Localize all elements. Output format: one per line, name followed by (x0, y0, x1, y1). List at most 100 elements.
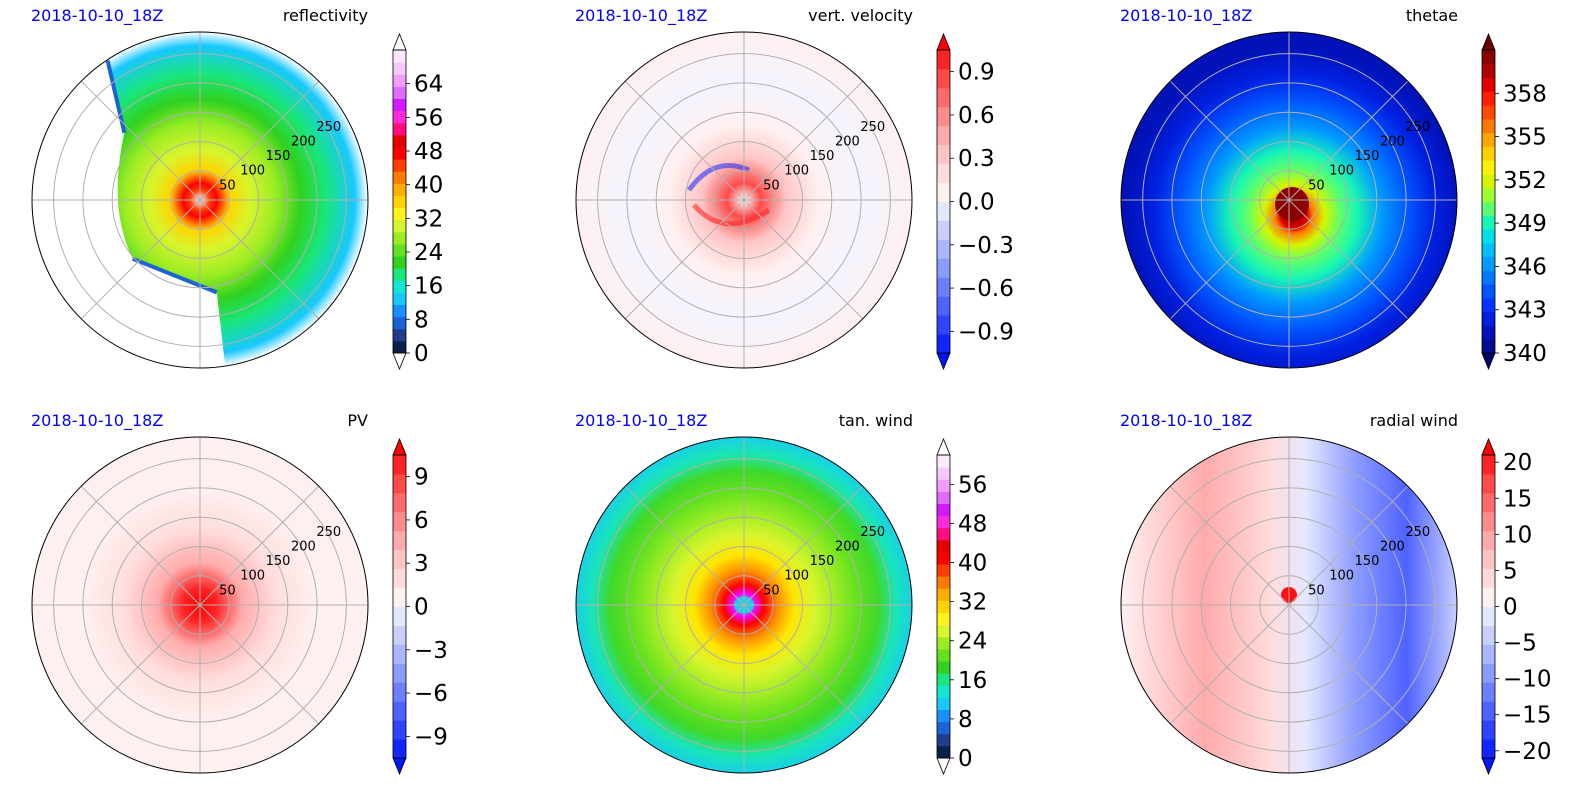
colorbar-segment (1482, 739, 1495, 759)
ring-label: 100 (784, 569, 809, 584)
panel-field-title: tan. wind (839, 411, 913, 430)
colorbar-segment (937, 334, 950, 354)
colorbar-tick-label: 15 (1503, 486, 1532, 512)
colorbar-tick-label: 3 (414, 551, 429, 577)
colorbar-tick-label: 0 (1503, 595, 1518, 621)
colorbar-segment (393, 473, 406, 494)
colorbar-segment (937, 624, 950, 638)
colorbar-segment (937, 648, 950, 662)
colorbar-segment (393, 455, 406, 475)
azimuth-spoke (1288, 199, 1409, 320)
azimuth-spoke (624, 199, 745, 320)
colorbar-tick-label: 0 (958, 746, 973, 772)
colorbar-segment (937, 503, 950, 517)
colorbar-segment (393, 183, 406, 196)
colorbar-segment (393, 243, 406, 257)
colorbar-segment (393, 568, 406, 589)
colorbar-segment (937, 491, 950, 504)
ring-label: 200 (1380, 539, 1405, 554)
colorbar-tick-label: 352 (1503, 168, 1547, 194)
colorbar-segment (937, 479, 950, 492)
colorbar: −0.9 −0.6 −0.3 0.0 0.3 0.6 0.9 (936, 32, 1014, 371)
colorbar-segment (1482, 91, 1495, 106)
colorbar: 0 8 16 24 32 40 48 56 64 (392, 32, 443, 371)
colorbar-segment (1482, 132, 1495, 147)
colorbar-tick-label: 40 (414, 173, 443, 199)
colorbar-frame (936, 454, 951, 759)
colorbar-segment (393, 606, 406, 626)
colorbar-segment (393, 701, 406, 721)
downdraft-band (686, 163, 750, 192)
colorbar-extend-low (392, 352, 407, 371)
colorbar-segment (937, 612, 950, 626)
colorbar-segment (1482, 339, 1495, 354)
panel-field-title: vert. velocity (808, 6, 913, 25)
colorbar-segment (1482, 663, 1495, 683)
colorbar-tick-label: −0.6 (958, 276, 1014, 302)
colorbar-segment (937, 258, 950, 278)
colorbar-segment (937, 68, 950, 89)
colorbar-segment (937, 125, 950, 146)
azimuth-spoke (624, 485, 745, 606)
colorbar-tick-label: 8 (958, 707, 973, 733)
colorbar: −20 −15 −10 −5 0 5 10 15 20 (1481, 437, 1552, 776)
colorbar-segment (1482, 473, 1495, 494)
colorbar-tick-label: 32 (414, 206, 443, 232)
colorbar-segment (1482, 118, 1495, 134)
colorbar-tick-label: 48 (414, 139, 443, 165)
colorbar-tick-label: 340 (1503, 341, 1547, 367)
colorbar: −9 −6 −3 0 3 6 9 (392, 437, 448, 776)
colorbar-segment (1482, 325, 1495, 340)
colorbar-segment (937, 467, 950, 480)
colorbar-segment (1482, 187, 1495, 202)
ring-label: 250 (860, 120, 885, 135)
colorbar-tick-label: −10 (1503, 667, 1552, 693)
azimuth-spoke (743, 80, 864, 201)
colorbar-segment (1482, 284, 1495, 299)
colorbar-segment (393, 146, 406, 160)
ring-label: 250 (1405, 120, 1430, 135)
updraft-band (692, 203, 771, 227)
colorbar-segment (937, 709, 950, 723)
colorbar-segment (393, 739, 406, 759)
colorbar-segment (937, 661, 950, 674)
colorbar-segment (937, 685, 950, 698)
azimuth-spoke (1169, 80, 1290, 201)
colorbar-extend-low (1481, 757, 1496, 776)
panel-date: 2018-10-10_18Z (575, 411, 707, 431)
colorbar-tick-label: 56 (414, 105, 443, 131)
colorbar-segment (937, 239, 950, 259)
colorbar-tick-label: 0.0 (958, 190, 995, 216)
polar-grid (32, 437, 368, 773)
colorbar-segment (1482, 587, 1495, 607)
azimuth-spoke (199, 485, 320, 606)
colorbar-segment (393, 492, 406, 513)
panel-field-title: thetae (1406, 6, 1458, 25)
azimuth-spoke (1169, 199, 1290, 320)
ring-label: 200 (835, 539, 860, 554)
colorbar-segment (937, 182, 950, 202)
colorbar-tick-label: 24 (414, 240, 443, 266)
colorbar-segment (1482, 173, 1495, 189)
colorbar-segment (937, 515, 950, 529)
colorbar-tick-label: 0.3 (958, 146, 995, 172)
colorbar-segment (937, 144, 950, 165)
colorbar-segment (1482, 720, 1495, 740)
ring-label: 150 (1355, 554, 1380, 569)
colorbar-segment (1482, 229, 1495, 244)
polar-outline (1120, 436, 1458, 774)
colorbar-segment (1482, 311, 1495, 326)
ring-label: 150 (810, 554, 835, 569)
colorbar-segment (937, 50, 950, 70)
ring-label: 150 (266, 554, 291, 569)
ring-label: 50 (763, 583, 780, 598)
colorbar-extend-high (1481, 437, 1496, 456)
azimuth-spoke (624, 604, 745, 725)
ring-label: 250 (316, 120, 341, 135)
colorbar-tick-label: 0.9 (958, 60, 995, 86)
colorbar-tick-label: −15 (1503, 703, 1552, 729)
colorbar-segment (393, 256, 406, 269)
